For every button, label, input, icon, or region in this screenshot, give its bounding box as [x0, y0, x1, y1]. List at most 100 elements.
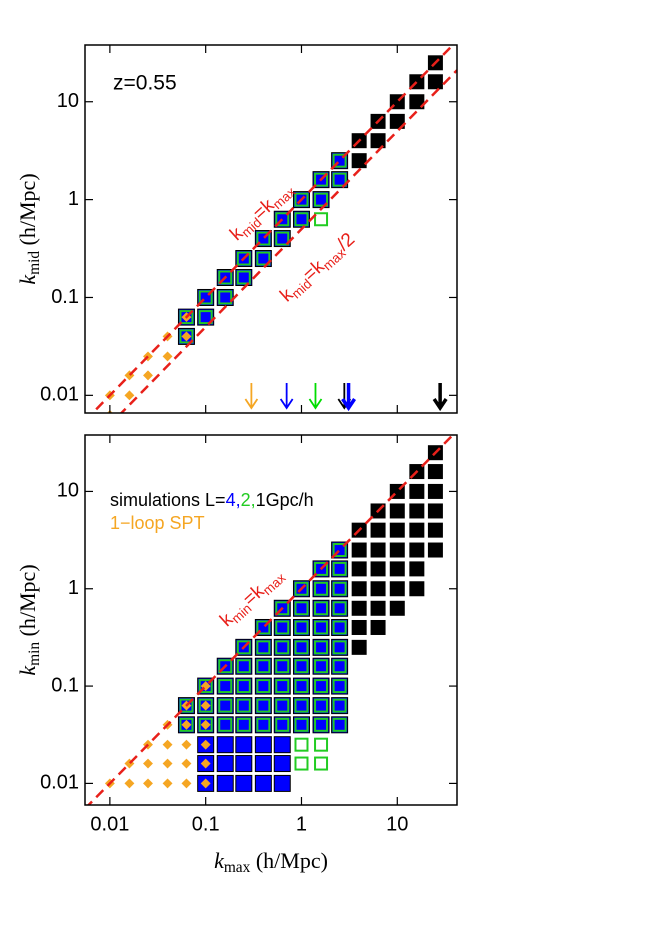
- data-square: [350, 152, 368, 170]
- data-square-outline: [275, 679, 290, 694]
- data-square: [426, 463, 444, 481]
- data-square: [273, 230, 291, 248]
- data-square: [216, 755, 234, 773]
- data-square: [273, 697, 291, 715]
- label-part: (h/Mpc): [15, 564, 40, 642]
- data-square-outline: [218, 717, 233, 732]
- data-square-outline: [314, 601, 329, 616]
- data-square-outline: [294, 679, 309, 694]
- data-square-outline: [314, 561, 329, 576]
- data-square-outline: [218, 270, 233, 285]
- data-square: [312, 697, 330, 715]
- data-diamond: [143, 370, 153, 381]
- data-square: [292, 657, 310, 675]
- data-square: [312, 677, 330, 695]
- data-square-outline: [275, 601, 290, 616]
- data-square: [331, 657, 349, 675]
- data-square-outline: [198, 679, 213, 694]
- data-diamond: [181, 778, 192, 789]
- data-square-outline: [179, 310, 194, 325]
- data-square-outline: [256, 717, 271, 732]
- data-diamond: [181, 758, 192, 769]
- data-square-outline: [332, 601, 347, 616]
- data-square: [408, 482, 426, 500]
- legend-part: 1Gpc/h: [256, 490, 314, 510]
- data-square: [331, 716, 349, 734]
- data-square: [292, 697, 310, 715]
- data-square: [254, 755, 272, 773]
- data-square-outline: [314, 698, 329, 713]
- marker-arrow: [308, 383, 323, 410]
- data-square-outline: [179, 698, 194, 713]
- y-tick-label: 0.1: [51, 286, 79, 308]
- x-tick-label: 1: [296, 813, 307, 835]
- data-square-outline: [198, 310, 213, 325]
- data-square-outline: [332, 640, 347, 655]
- data-square: [312, 657, 330, 675]
- data-square: [426, 73, 444, 91]
- data-square: [273, 736, 291, 754]
- x-axis-label: kmax (h/Mpc): [214, 848, 328, 875]
- data-square-outline: [294, 212, 309, 227]
- data-square: [254, 638, 272, 656]
- data-square: [388, 521, 406, 539]
- plot-area: [86, 435, 455, 805]
- axes-frame: [84, 44, 458, 414]
- data-square-outline: [332, 543, 347, 558]
- marker-arrow: [341, 383, 357, 412]
- data-square: [331, 618, 349, 636]
- data-square: [273, 774, 291, 792]
- data-square-outline: [256, 251, 271, 266]
- data-diamond: [143, 758, 153, 769]
- legend-part: 4,: [226, 490, 241, 510]
- data-square: [235, 736, 253, 754]
- label-part: k: [214, 848, 225, 873]
- annotation: z=0.55: [113, 72, 177, 95]
- data-square-outline: [314, 640, 329, 655]
- data-diamond: [200, 758, 211, 769]
- data-square-outline: [179, 717, 194, 732]
- data-square: [426, 521, 444, 539]
- data-square: [312, 599, 330, 617]
- reference-line: [90, 45, 455, 413]
- y-tick-label: 10: [57, 480, 79, 502]
- data-square: [292, 618, 310, 636]
- data-square: [273, 657, 291, 675]
- data-square: [235, 677, 253, 695]
- data-square: [235, 657, 253, 675]
- data-square-outline: [314, 212, 329, 227]
- data-square: [273, 716, 291, 734]
- data-square-outline: [218, 679, 233, 694]
- data-square: [273, 638, 291, 656]
- data-square-outline: [256, 640, 271, 655]
- data-diamond: [181, 739, 192, 750]
- y-tick-label: 1: [68, 188, 79, 210]
- y-tick-label: 0.1: [51, 674, 79, 696]
- reference-line: [86, 435, 455, 805]
- data-square: [426, 502, 444, 520]
- marker-arrow: [279, 383, 294, 410]
- data-square: [273, 755, 291, 773]
- data-square-outline: [275, 640, 290, 655]
- y-tick-label: 10: [57, 90, 79, 112]
- data-square: [292, 716, 310, 734]
- data-square-outline: [332, 620, 347, 635]
- data-square-outline: [332, 561, 347, 576]
- data-square-outline: [332, 717, 347, 732]
- data-square: [369, 580, 387, 598]
- data-square: [408, 93, 426, 111]
- data-square: [331, 171, 349, 189]
- subscript: min: [26, 642, 43, 666]
- marker-arrow: [244, 383, 259, 410]
- data-square-outline: [256, 679, 271, 694]
- data-square: [312, 716, 330, 734]
- data-square-outline: [332, 172, 347, 187]
- data-square-outline: [256, 231, 271, 246]
- data-square-outline: [236, 679, 251, 694]
- data-diamond: [181, 331, 192, 342]
- data-square-outline: [314, 737, 329, 752]
- data-square: [312, 638, 330, 656]
- data-square-outline: [332, 679, 347, 694]
- data-square: [350, 618, 368, 636]
